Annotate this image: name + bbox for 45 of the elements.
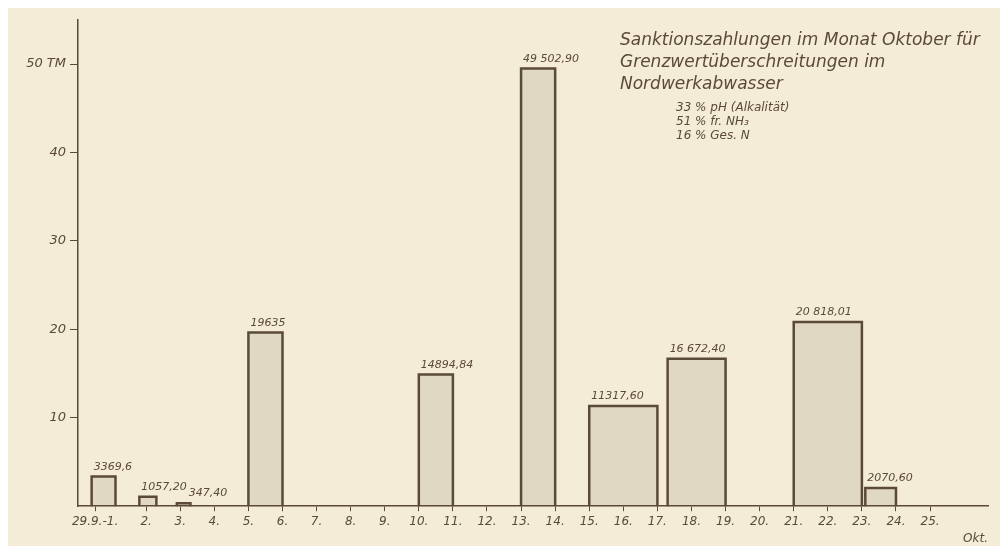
annotation: 11317,60 bbox=[591, 389, 644, 403]
x-tick-label: 17. bbox=[647, 513, 667, 528]
annotation: 14894,84 bbox=[420, 357, 474, 371]
y-tick-label: 40 bbox=[49, 143, 66, 159]
x-axis-title: Okt. bbox=[963, 530, 988, 545]
x-tick-label: 22. bbox=[818, 513, 838, 528]
y-tick-label: 50 TM bbox=[26, 55, 66, 71]
x-tick-label: 20. bbox=[750, 513, 770, 528]
x-tick-label: 12. bbox=[477, 513, 497, 528]
annotation: 16 672,40 bbox=[669, 342, 726, 356]
annotation: 19635 bbox=[250, 315, 286, 329]
y-tick-label: 10 bbox=[49, 409, 66, 425]
text: Sanktionszahlungen im Monat Oktober für Grenzwertüberschreitungen im Nordwerkabwasser bbox=[620, 28, 982, 94]
y-tick-label: 30 bbox=[49, 232, 66, 248]
x-tick-label: 11. bbox=[443, 513, 463, 528]
annotation: 49 502,90 bbox=[523, 51, 580, 65]
x-tick-label: 10. bbox=[409, 513, 429, 528]
x-tick-label: 16. bbox=[613, 513, 633, 528]
annotation: 2070,60 bbox=[867, 471, 913, 485]
x-tick-label: 19. bbox=[716, 513, 736, 528]
x-tick-label: 5. bbox=[242, 513, 255, 528]
x-tick-label: 15. bbox=[579, 513, 599, 528]
x-tick-label: 2. bbox=[140, 513, 152, 528]
annotation: 33 % pH (Alkalität) bbox=[676, 100, 790, 114]
y-tick-label: 20 bbox=[49, 320, 66, 336]
annotation: 347,40 bbox=[188, 486, 228, 500]
x-tick-label: 9. bbox=[379, 513, 391, 528]
x-tick-label: 23. bbox=[852, 513, 872, 528]
x-tick-label: 21. bbox=[784, 513, 804, 528]
annotation: 3369,6 bbox=[93, 459, 133, 473]
annotation: 51 % fr. NH₃ bbox=[676, 114, 750, 128]
x-tick-label: 29.9.-1. bbox=[71, 513, 119, 528]
x-tick-label: 18. bbox=[681, 513, 702, 528]
x-tick-label: 25. bbox=[920, 513, 940, 528]
x-tick-label: 14. bbox=[545, 513, 565, 528]
annotation: 16 % Ges. N bbox=[676, 128, 751, 142]
x-tick-label: 6. bbox=[276, 513, 289, 528]
x-tick-label: 3. bbox=[174, 513, 186, 528]
x-tick-label: 7. bbox=[310, 513, 323, 528]
annotation: 20 818,01 bbox=[795, 305, 852, 319]
x-tick-label: 13. bbox=[511, 513, 531, 528]
x-tick-label: 24. bbox=[886, 513, 906, 528]
x-tick-label: 4. bbox=[208, 513, 221, 528]
annotation: 1057,20 bbox=[141, 480, 187, 494]
x-tick-label: 8. bbox=[344, 513, 357, 528]
